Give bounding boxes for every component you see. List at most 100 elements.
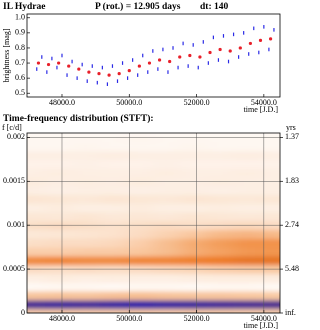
mean-point bbox=[107, 73, 111, 77]
heat-cell bbox=[72, 308, 100, 313]
heat-cell bbox=[45, 299, 73, 310]
mean-point bbox=[57, 61, 61, 65]
data-point bbox=[121, 61, 124, 65]
heat-cell bbox=[72, 255, 100, 266]
heat-cell bbox=[27, 159, 46, 169]
data-point bbox=[126, 76, 129, 80]
heat-cell bbox=[98, 150, 127, 160]
heat-cell bbox=[260, 308, 280, 313]
heat-cell bbox=[72, 168, 100, 178]
mean-point bbox=[188, 53, 192, 58]
data-point bbox=[167, 70, 169, 74]
y-tick-label: 0.001 bbox=[7, 220, 25, 229]
data-point bbox=[76, 76, 78, 80]
heat-cell bbox=[72, 247, 100, 257]
heat-cell bbox=[152, 247, 181, 257]
heat-cell bbox=[72, 299, 100, 310]
heat-cell bbox=[45, 273, 73, 283]
heat-cell bbox=[152, 282, 181, 292]
data-point bbox=[152, 49, 154, 53]
mean-point bbox=[218, 47, 222, 52]
heat-cell bbox=[27, 150, 46, 160]
heat-cell bbox=[27, 212, 46, 222]
heat-cell bbox=[152, 194, 181, 204]
heat-cell bbox=[260, 291, 280, 301]
spectrogram-cells bbox=[27, 133, 280, 313]
data-point bbox=[61, 53, 63, 58]
y2-axis-label: yrs bbox=[286, 123, 296, 132]
heat-cell bbox=[125, 212, 154, 222]
heat-cell bbox=[125, 229, 154, 239]
mean-point bbox=[127, 68, 131, 73]
heat-cell bbox=[260, 238, 280, 248]
heat-cell bbox=[179, 159, 208, 169]
heat-cell bbox=[27, 229, 46, 239]
data-point bbox=[162, 47, 164, 52]
y-tick-label: 0.0005 bbox=[3, 264, 25, 273]
plot-frame bbox=[26, 132, 281, 314]
heat-cell bbox=[206, 238, 235, 248]
heat-cell bbox=[45, 255, 73, 266]
heat-cell bbox=[260, 212, 280, 222]
heat-cell bbox=[152, 185, 181, 195]
chart-title: Time-frequency distribution (STFT): bbox=[3, 113, 154, 124]
spectrogram bbox=[27, 133, 280, 313]
heat-cell bbox=[45, 150, 73, 160]
y-tick-label: 0.0015 bbox=[3, 176, 25, 185]
mean-point bbox=[137, 64, 141, 68]
y2-tick-label: 1.37 bbox=[285, 132, 299, 141]
heat-cell bbox=[179, 150, 208, 160]
heat-cell bbox=[125, 247, 154, 257]
data-point bbox=[227, 59, 230, 64]
heat-cell bbox=[27, 282, 46, 292]
mean-point bbox=[77, 67, 81, 71]
heat-cell bbox=[152, 273, 181, 283]
data-point bbox=[207, 61, 209, 65]
heat-cell bbox=[233, 247, 261, 257]
heat-cell bbox=[27, 299, 46, 310]
y2-tick-label: inf. bbox=[285, 308, 296, 317]
heat-cell bbox=[260, 168, 280, 178]
heat-cell bbox=[125, 238, 154, 248]
heat-cell bbox=[27, 247, 46, 257]
mean-point bbox=[178, 55, 182, 59]
x-tick-label: 50000.0 bbox=[116, 98, 142, 107]
heat-cell bbox=[206, 282, 235, 292]
heat-cell bbox=[152, 168, 181, 178]
heat-cell bbox=[233, 282, 261, 292]
heat-cell bbox=[72, 194, 100, 204]
data-point bbox=[132, 58, 134, 62]
heat-cell bbox=[179, 141, 208, 152]
mean-point bbox=[46, 62, 51, 67]
heat-cell bbox=[179, 255, 208, 266]
mean-point bbox=[117, 72, 121, 76]
x-tick-label: 50000.0 bbox=[116, 314, 142, 323]
data-point bbox=[71, 59, 73, 64]
heat-cell bbox=[72, 212, 100, 222]
heat-cell bbox=[152, 150, 181, 160]
data-point bbox=[137, 73, 139, 77]
heat-cell bbox=[98, 255, 127, 266]
x-tick-label: 52000.0 bbox=[184, 98, 210, 107]
heat-cell bbox=[233, 194, 261, 204]
heat-cell bbox=[125, 255, 154, 266]
heat-cell bbox=[233, 203, 261, 213]
y-tick-label: 0.7 bbox=[15, 58, 25, 67]
data-point bbox=[238, 55, 240, 59]
heat-cell bbox=[152, 255, 181, 266]
heat-cell bbox=[233, 299, 261, 310]
x-axis-label: time [J.D.] bbox=[244, 321, 279, 330]
heat-cell bbox=[233, 185, 261, 195]
heat-cell bbox=[98, 159, 127, 169]
heat-cell bbox=[27, 194, 46, 204]
data-point bbox=[106, 82, 109, 86]
data-point bbox=[147, 70, 149, 74]
heat-cell bbox=[72, 203, 100, 213]
heat-cell bbox=[72, 238, 100, 248]
y-tick-label: 0.9 bbox=[15, 28, 25, 37]
heat-cell bbox=[206, 212, 235, 222]
heat-cell bbox=[152, 238, 181, 248]
heat-cell bbox=[233, 150, 261, 160]
heat-cell bbox=[125, 141, 154, 152]
heat-cell bbox=[206, 159, 235, 169]
